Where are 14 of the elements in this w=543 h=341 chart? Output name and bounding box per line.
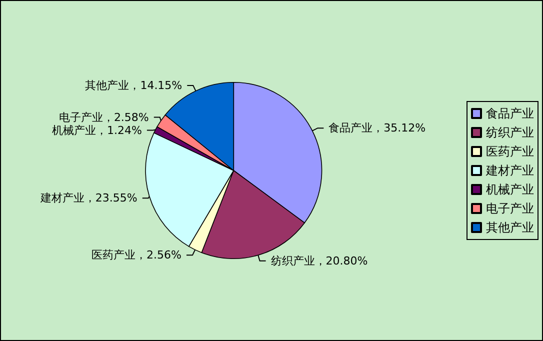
legend-label: 其他产业 [486, 220, 534, 234]
legend-label: 建材产业 [485, 164, 534, 178]
data-label: 纺织产业，20.80% [270, 254, 368, 268]
data-label: 食品产业，35.12% [328, 122, 426, 135]
legend-label: 食品产业 [486, 106, 534, 120]
legend-label: 医药产业 [486, 144, 534, 158]
data-label: 机械产业，1.24% [52, 124, 142, 137]
data-label: 医药产业，2.56% [92, 248, 182, 262]
legend-label: 机械产业 [486, 182, 534, 196]
data-label: 建材产业，23.55% [39, 192, 138, 205]
legend-label: 电子产业 [486, 202, 534, 216]
legend-label: 纺织产业 [486, 126, 534, 140]
data-label: 其他产业，14.15% [85, 79, 182, 92]
data-label: 电子产业，2.58% [58, 110, 149, 124]
